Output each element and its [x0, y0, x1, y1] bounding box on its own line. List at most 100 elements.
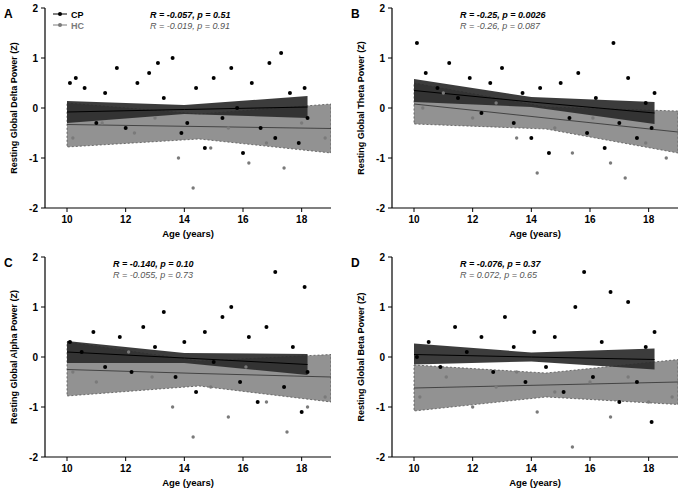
y-tick-label: 0 [32, 103, 38, 114]
point [594, 96, 598, 100]
y-tick-label: 2 [379, 252, 385, 263]
point [259, 126, 263, 130]
point [300, 121, 303, 124]
x-tick-label: 10 [408, 463, 420, 474]
point [479, 335, 483, 339]
point [465, 350, 469, 354]
point [562, 390, 566, 394]
point [238, 380, 242, 384]
point [479, 111, 483, 115]
confidence-band [414, 344, 655, 370]
y-tick [388, 8, 392, 9]
x-tick-label: 14 [179, 463, 191, 474]
x-tick-label: 14 [526, 214, 538, 225]
point [576, 71, 580, 75]
legend-swatch [58, 23, 62, 27]
x-tick [590, 457, 591, 461]
x-tick [243, 457, 244, 461]
point [115, 66, 119, 70]
y-tick [41, 158, 45, 159]
fit-line [414, 355, 655, 360]
y-tick-label: 0 [379, 103, 385, 114]
point [488, 81, 492, 85]
point [456, 96, 460, 100]
y-tick-label: -2 [376, 203, 385, 214]
point [130, 370, 134, 374]
point [171, 56, 175, 60]
point [447, 61, 451, 65]
y-tick-label: 2 [32, 3, 38, 14]
y-tick-label: -2 [376, 452, 385, 463]
y-tick [388, 108, 392, 109]
point [273, 270, 277, 274]
fit-line [414, 91, 655, 114]
confidence-band [414, 79, 655, 124]
point [609, 290, 613, 294]
point [421, 106, 424, 109]
point [553, 126, 556, 129]
x-tick [184, 208, 185, 212]
x-tick-label: 18 [643, 463, 655, 474]
panel: B-2-10121012141618Age (years)Resting Glo… [351, 3, 678, 240]
confidence-band [67, 341, 308, 375]
point [94, 121, 98, 125]
x-tick-label: 12 [467, 214, 479, 225]
point [635, 136, 639, 140]
point [303, 285, 307, 289]
point [571, 445, 574, 448]
point [609, 161, 612, 164]
point [118, 335, 122, 339]
point [244, 365, 247, 368]
y-tick [41, 307, 45, 308]
point [124, 126, 128, 130]
x-tick-label: 16 [237, 463, 249, 474]
y-tick [388, 208, 392, 209]
point [523, 380, 527, 384]
point [445, 375, 448, 378]
point [220, 315, 224, 319]
fit-line [67, 352, 308, 365]
panel-letter: A [4, 7, 13, 21]
point [600, 340, 604, 344]
point [453, 325, 457, 329]
x-tick [67, 457, 68, 461]
x-tick [125, 208, 126, 212]
point [235, 106, 239, 110]
x-axis-label: Age (years) [509, 228, 561, 239]
point [156, 61, 160, 65]
y-tick [41, 58, 45, 59]
point [297, 141, 301, 145]
point [323, 395, 326, 398]
point [635, 380, 639, 384]
point [415, 41, 419, 45]
stats-annotation: R = -0.25, p = 0.0026 [460, 10, 547, 20]
point [71, 136, 74, 139]
point [256, 400, 260, 404]
point [438, 365, 442, 369]
point [101, 121, 104, 124]
x-tick-label: 18 [643, 214, 655, 225]
point [247, 161, 250, 164]
y-tick [388, 357, 392, 358]
point [182, 340, 186, 344]
y-tick-label: -1 [376, 153, 385, 164]
legend-label: CP [71, 10, 84, 20]
point [471, 405, 474, 408]
y-tick [41, 407, 45, 408]
point [503, 315, 507, 319]
point [626, 375, 629, 378]
point [174, 375, 178, 379]
y-tick [41, 257, 45, 258]
point [494, 385, 497, 388]
point [617, 121, 621, 125]
point [191, 435, 194, 438]
point [300, 410, 304, 414]
x-axis-label: Age (years) [509, 477, 561, 488]
point [585, 131, 589, 135]
x-tick [531, 208, 532, 212]
point [435, 86, 439, 90]
y-tick-label: 1 [32, 53, 38, 64]
point [415, 355, 419, 359]
panel-letter: C [4, 256, 13, 270]
x-tick [243, 208, 244, 212]
